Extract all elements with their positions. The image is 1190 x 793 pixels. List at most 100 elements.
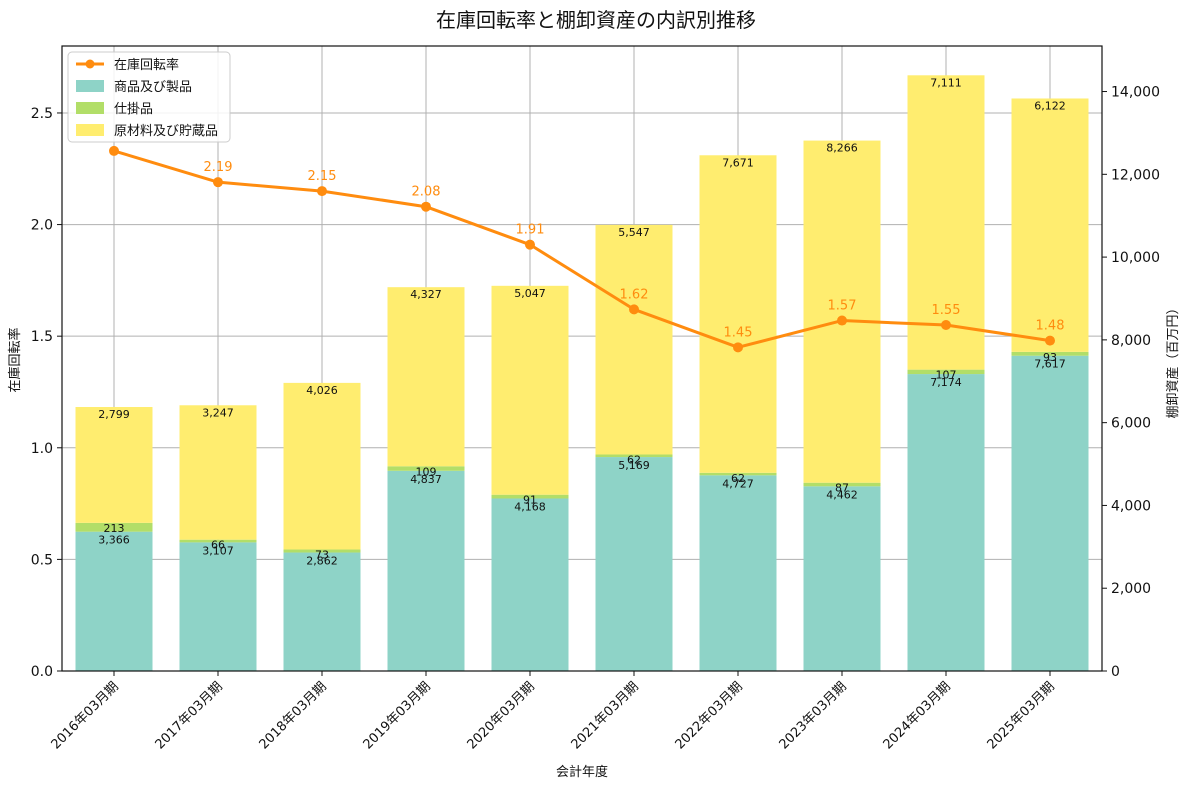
legend-swatch [76, 102, 104, 114]
bar-segment [387, 287, 465, 467]
x-tick-label: 2024年03月期 [881, 679, 954, 752]
stacked-bars [75, 75, 1089, 671]
y-tick-label-right: 12,000 [1111, 167, 1160, 183]
y-tick-label-right: 0 [1111, 664, 1120, 680]
bar-segment [1011, 98, 1089, 352]
x-tick-label: 2017年03月期 [153, 679, 226, 752]
bar-segment [1011, 355, 1089, 671]
bar-value-label: 5,169 [618, 459, 650, 472]
x-tick-label: 2023年03月期 [777, 679, 850, 752]
turnover-value-label: 1.45 [724, 325, 753, 340]
turnover-value-label: 1.55 [932, 303, 961, 318]
legend-swatch [76, 124, 104, 136]
legend-label: 原材料及び貯蔵品 [114, 124, 218, 139]
y-tick-label-left: 0.0 [31, 664, 53, 680]
bar-value-label: 3,107 [202, 544, 234, 557]
turnover-point [1045, 335, 1055, 346]
bar-value-label: 3,366 [98, 534, 130, 547]
y-axis-label-left: 在庫回転率 [7, 327, 23, 392]
y-tick-label-right: 6,000 [1111, 416, 1151, 432]
turnover-value-label: 2.15 [308, 169, 337, 184]
bar-segment [283, 549, 361, 553]
bar-value-label: 4,026 [306, 384, 338, 397]
y-tick-label-right: 2,000 [1111, 581, 1151, 597]
bar-segment [803, 482, 881, 487]
bar-value-label: 4,837 [410, 473, 442, 486]
x-tick-label: 2019年03月期 [361, 679, 434, 752]
bar-value-label: 66 [211, 539, 225, 552]
bar-value-label: 2,799 [98, 408, 130, 421]
y-tick-label-right: 8,000 [1111, 333, 1151, 349]
legend-label: 仕掛品 [114, 102, 153, 117]
turnover-line-path [113, 149, 1051, 349]
y-tick-label-left: 0.5 [31, 552, 53, 568]
x-axis-label: 会計年度 [556, 764, 608, 780]
x-tick-label: 2018年03月期 [257, 679, 330, 752]
bar-value-label: 73 [315, 549, 329, 562]
turnover-value-label: 1.91 [516, 223, 545, 238]
bar-segment [283, 382, 361, 550]
bar-segment [1011, 351, 1089, 356]
plot-frame [61, 45, 1103, 672]
bar-segment [907, 374, 985, 671]
bar-value-label: 107 [936, 369, 957, 382]
bar-segment [491, 498, 569, 671]
x-tick-label: 2016年03月期 [49, 679, 122, 752]
bar-value-label: 3,247 [202, 406, 234, 419]
x-tick-label: 2020年03月期 [465, 679, 538, 752]
turnover-value-label: 1.48 [1036, 319, 1065, 334]
bar-value-label: 7,617 [1034, 358, 1066, 371]
legend-box [67, 51, 231, 143]
legend-point-marker [85, 59, 95, 69]
turnover-point [629, 304, 639, 315]
bar-value-label: 4,727 [722, 477, 754, 490]
bar-value-label: 4,168 [514, 500, 546, 513]
turnover-point [733, 342, 743, 353]
bar-value-label: 4,327 [410, 288, 442, 301]
turnover-point [109, 145, 119, 156]
bar-segment [699, 155, 777, 473]
bar-segment [387, 466, 465, 471]
turnover-value-label: 2.08 [412, 185, 441, 200]
turnover-line [109, 145, 1055, 353]
bar-value-label: 7,111 [930, 76, 962, 89]
bar-value-label: 2,862 [306, 555, 338, 568]
legend-swatch [76, 80, 104, 92]
bar-value-label: 5,547 [618, 226, 650, 239]
bar-value-label: 7,671 [722, 156, 754, 169]
x-tick-label: 2022年03月期 [673, 679, 746, 752]
bar-segment [803, 486, 881, 671]
bar-segment [491, 494, 569, 499]
bar-value-label: 93 [1043, 351, 1057, 364]
bar-value-label: 62 [731, 472, 745, 485]
y-axis-label-right: 棚卸資産（百万円） [1165, 301, 1181, 418]
bar-segment [907, 369, 985, 375]
turnover-value-label: 2.19 [204, 160, 233, 175]
y-tick-label-right: 10,000 [1111, 250, 1160, 266]
bar-segment [699, 475, 777, 671]
y-tick-label-left: 1.0 [31, 441, 53, 457]
bar-segment [491, 285, 569, 495]
bar-segment [75, 522, 153, 532]
legend-label: 商品及び製品 [114, 80, 192, 95]
turnover-value-label: 1.57 [828, 299, 857, 314]
bar-value-label: 62 [627, 453, 641, 466]
bar-value-label: 213 [104, 522, 125, 535]
bar-segment [387, 470, 465, 671]
y-tick-label-right: 14,000 [1111, 85, 1160, 101]
chart-title: 在庫回転率と棚卸資産の内訳別推移 [436, 8, 756, 32]
bar-value-label: 7,174 [930, 376, 962, 389]
turnover-point [837, 315, 847, 326]
bar-segment [179, 542, 257, 671]
bar-segment [179, 405, 257, 540]
bar-value-label: 4,462 [826, 488, 858, 501]
bar-segment [179, 539, 257, 543]
y-tick-label-left: 2.5 [31, 106, 53, 122]
bar-segment [75, 407, 153, 523]
x-tick-label: 2025年03月期 [985, 679, 1058, 752]
bar-value-label: 91 [523, 494, 537, 507]
